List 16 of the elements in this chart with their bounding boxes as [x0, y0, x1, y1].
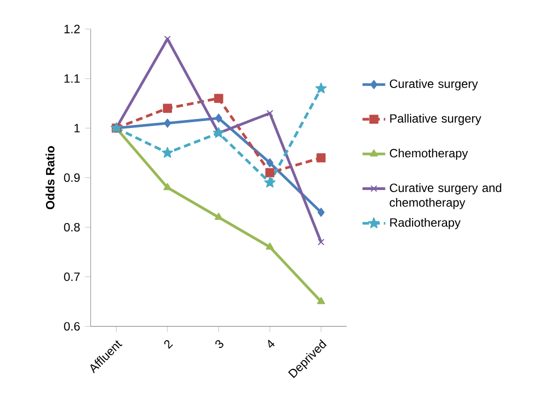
legend-label: Curative surgery — [390, 79, 478, 90]
x-tick-label: 3 — [215, 340, 224, 348]
legend-label: Palliative surgery — [390, 114, 482, 126]
x-tick-label: 2 — [164, 340, 173, 349]
y-tick-label: 1.2 — [64, 24, 80, 34]
y-tick-label: 0.9 — [64, 173, 80, 182]
y-tick-label: 1 — [74, 124, 80, 132]
y-tick-label: 0.7 — [64, 272, 80, 282]
legend-label: Curative surgery and chemotherapy — [390, 183, 502, 210]
x-tick-label: 4 — [268, 340, 275, 348]
y-tick-label: 0.6 — [64, 322, 80, 331]
legend-label: Chemotherapy — [390, 148, 468, 160]
y-tick-label: 1.1 — [64, 74, 80, 83]
y-tick-label: 0.8 — [64, 222, 80, 232]
legend-label: Radiotherapy — [390, 218, 461, 230]
y-axis-title: Odds Ratio — [46, 146, 54, 210]
